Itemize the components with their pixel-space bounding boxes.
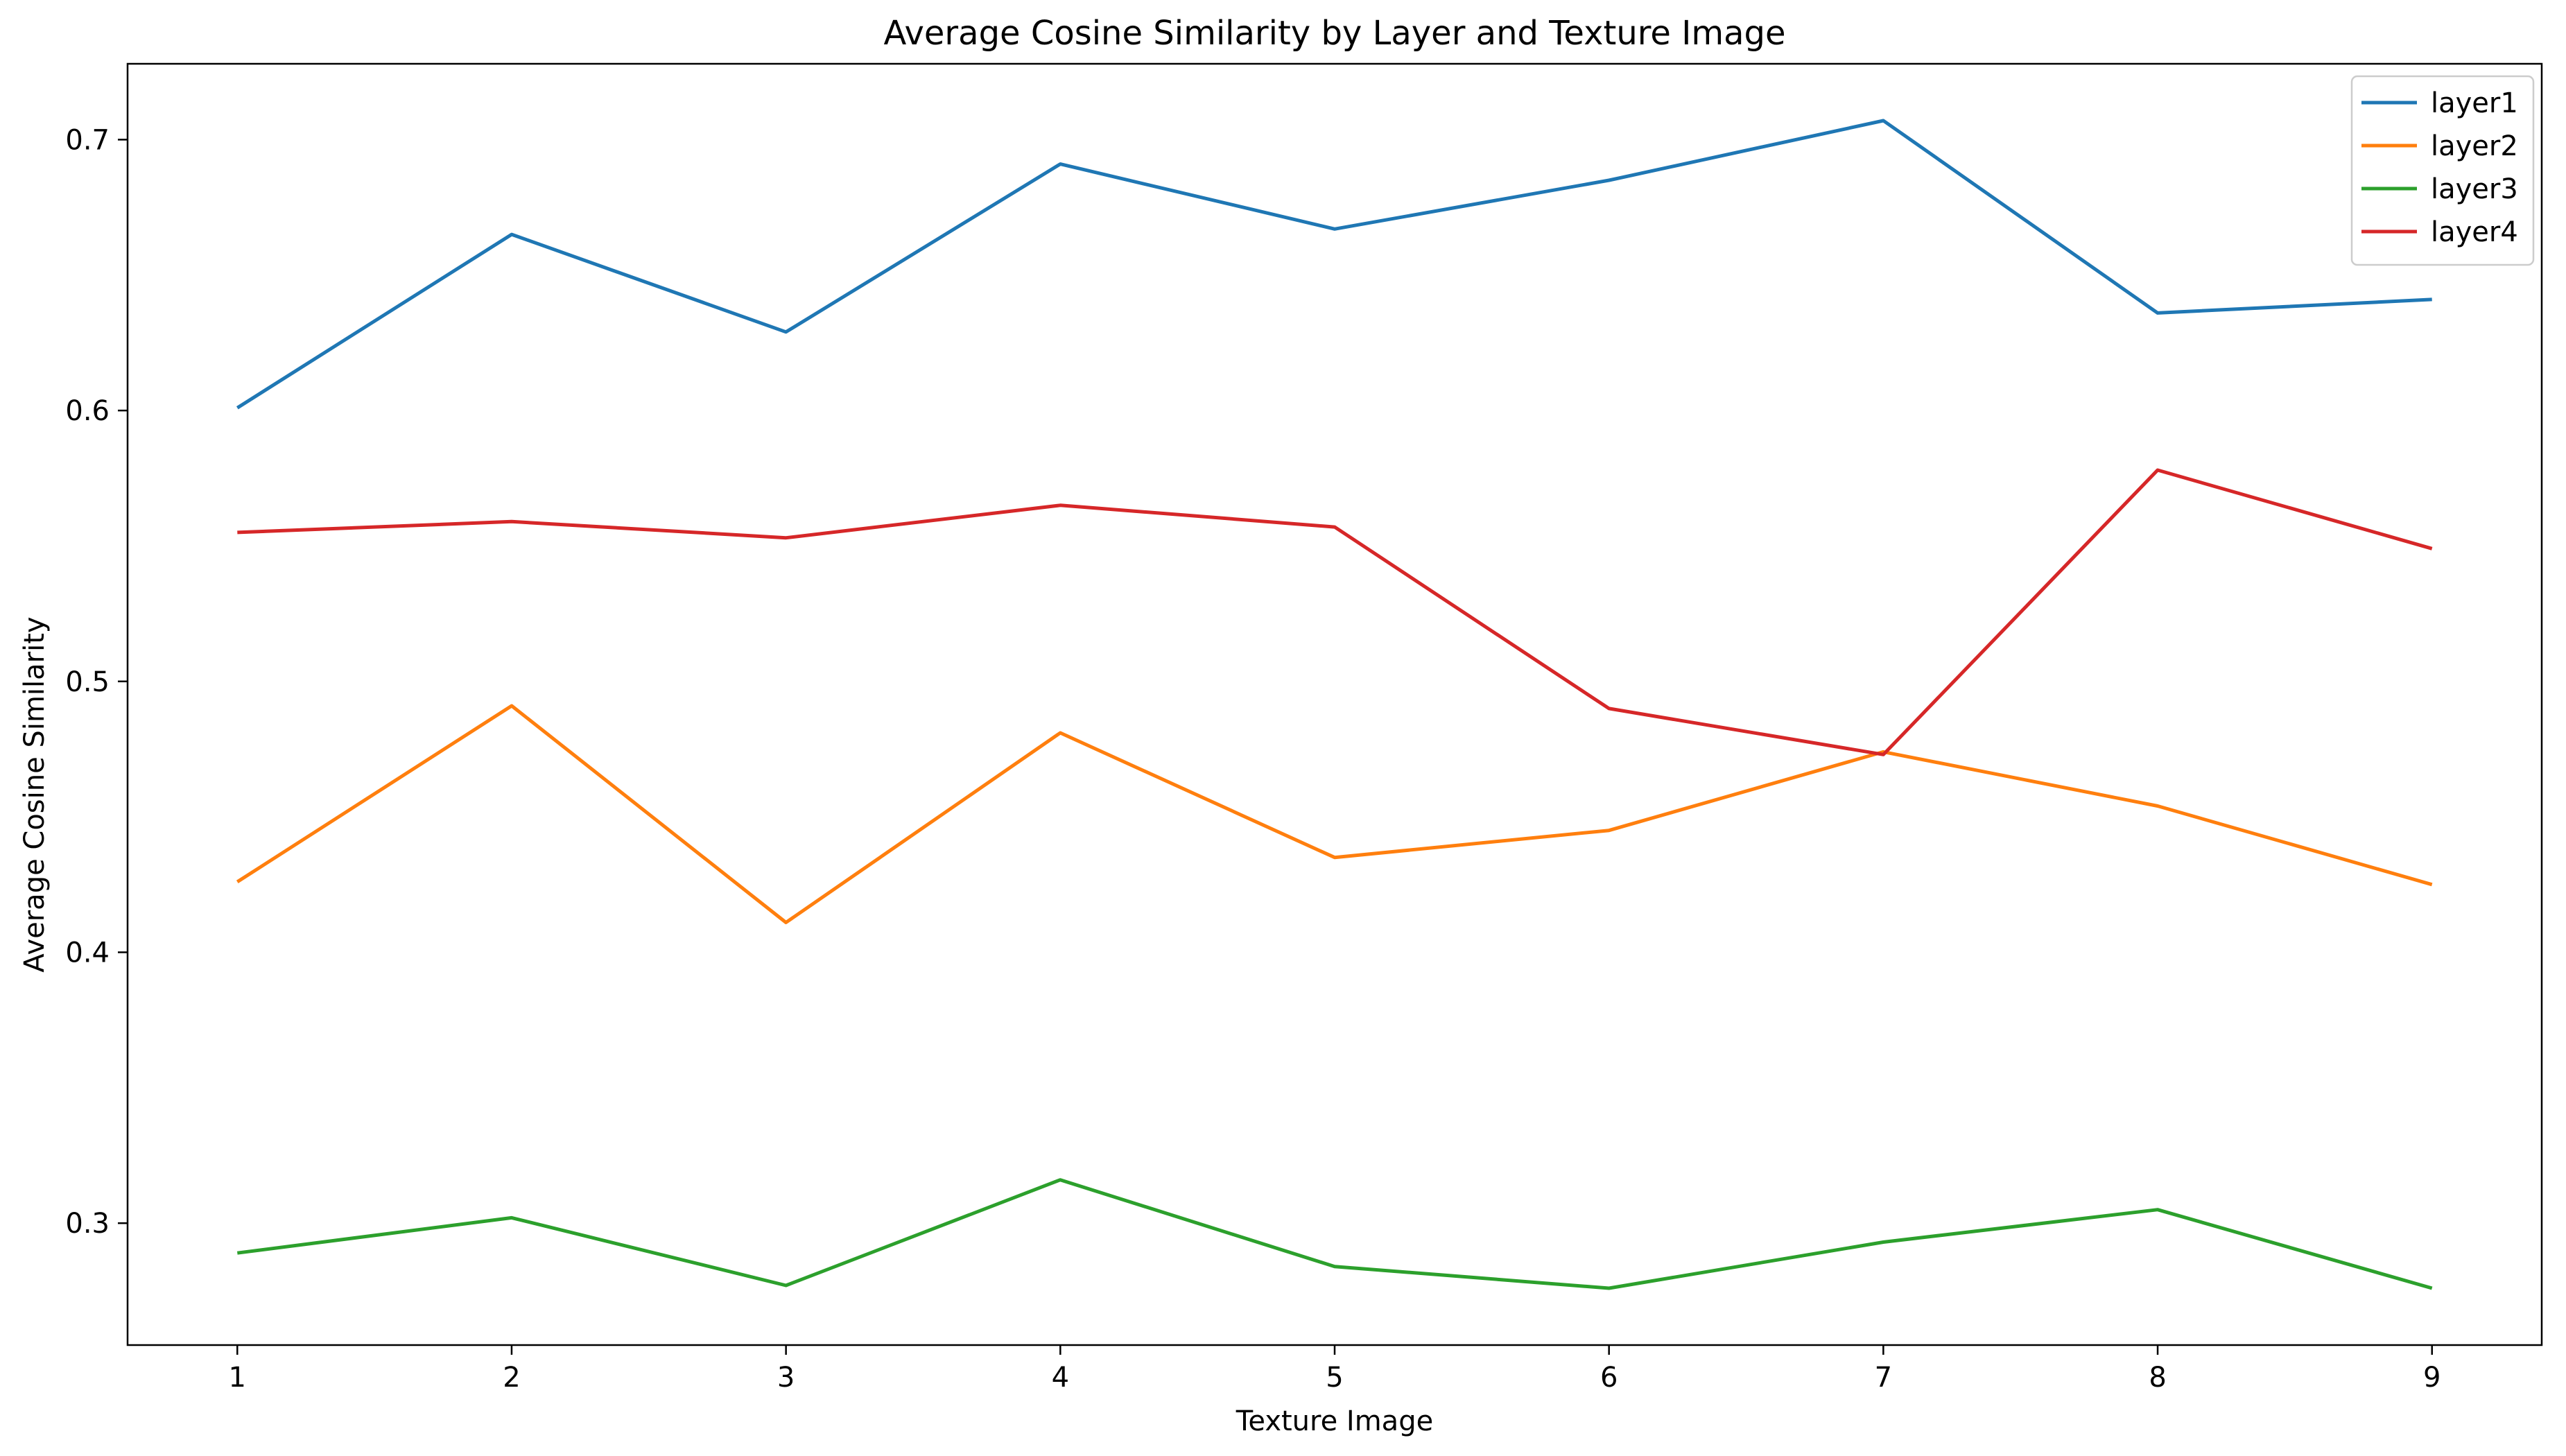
series-line-layer2 [236, 704, 2433, 924]
series-line-layer3 [236, 1178, 2433, 1290]
x-tick-label: 7 [1875, 1362, 1892, 1394]
x-tick-label: 2 [503, 1362, 520, 1394]
x-tick-label: 4 [1052, 1362, 1069, 1394]
series-line-layer1 [236, 119, 2432, 410]
legend-box [2350, 75, 2535, 266]
y-axis-title: Average Cosine Similarity [19, 616, 51, 972]
y-tick-label: 0.3 [65, 1208, 110, 1240]
legend-label-layer3: layer3 [2431, 173, 2518, 205]
x-tick-label: 5 [1326, 1362, 1343, 1394]
legend-label-layer4: layer4 [2431, 216, 2518, 248]
legend: layer1 layer2 layer3 layer4 [2350, 75, 2535, 266]
chart-title: Average Cosine Similarity by Layer and T… [883, 14, 1785, 53]
x-tick-label: 6 [1600, 1362, 1618, 1394]
y-tick-label: 0.4 [65, 937, 110, 969]
x-tick-label: 1 [229, 1362, 246, 1394]
legend-label-layer2: layer2 [2431, 130, 2518, 162]
x-tick-label: 8 [2149, 1362, 2166, 1394]
x-axis-title: Texture Image [1236, 1405, 1433, 1437]
series-line-layer4 [237, 468, 2433, 756]
x-tick-label: 3 [777, 1362, 795, 1394]
y-tick-label: 0.6 [65, 395, 110, 427]
legend-label-layer1: layer1 [2431, 87, 2518, 119]
y-tick-label: 0.5 [65, 666, 110, 698]
y-tick-label: 0.7 [65, 124, 110, 156]
x-tick-label: 9 [2423, 1362, 2441, 1394]
